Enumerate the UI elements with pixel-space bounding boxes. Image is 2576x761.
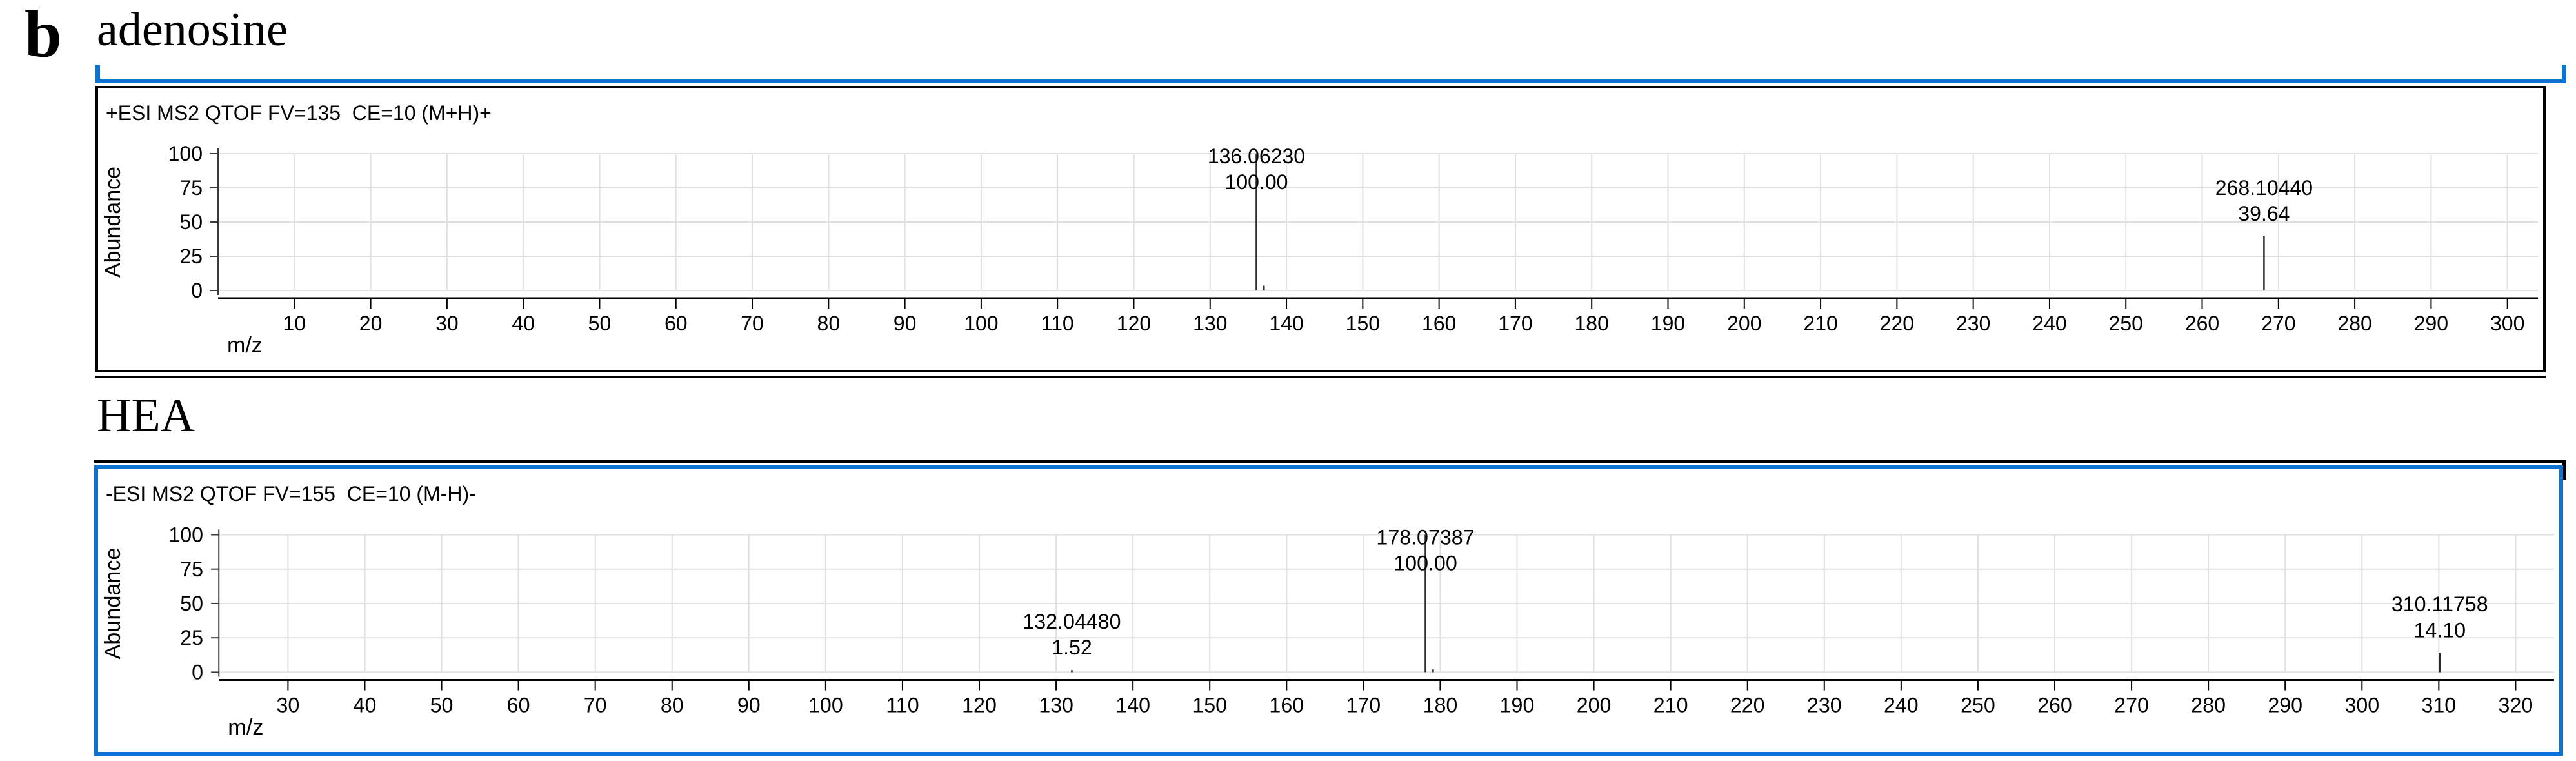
x-tick-label: 200 (1577, 694, 1612, 717)
peak-label: 132.04480 1.52 (1023, 610, 1121, 659)
panel-hea-black-top-edge (94, 460, 2566, 463)
x-tick-label: 230 (1956, 312, 1990, 335)
x-tick-label: 190 (1651, 312, 1685, 335)
x-tick-label: 170 (1346, 694, 1381, 717)
spectrum-panel-adenosine: +ESI MS2 QTOF FV=135 CE=10 (M+H)+ 0 25 50 7… (95, 86, 2546, 372)
spectrum-title-adenosine: adenosine (97, 3, 288, 56)
y-tick-label: 25 (179, 245, 203, 268)
x-tick-label: 10 (283, 312, 306, 335)
x-tick-label: 210 (1803, 312, 1837, 335)
x-tick-label: 220 (1880, 312, 1914, 335)
x-axis-title: m/z (227, 333, 263, 358)
x-tick-label: 70 (584, 694, 607, 717)
y-tick-label: 75 (179, 176, 203, 199)
x-tick-label: 270 (2114, 694, 2149, 717)
x-tick-label: 310 (2421, 694, 2456, 717)
panel-adenosine-double-rule (95, 376, 2546, 378)
y-tick-label: 75 (180, 558, 203, 581)
peak-label: 310.11758 14.10 (2391, 593, 2488, 642)
peak-label: 178.07387 100.00 (1376, 526, 1474, 575)
x-tick-label: 60 (664, 312, 688, 335)
x-tick-label: 280 (2337, 312, 2371, 335)
y-tick-label: 50 (180, 592, 203, 615)
x-tick-label: 170 (1498, 312, 1532, 335)
x-tick-label: 130 (1039, 694, 1073, 717)
x-tick-label: 160 (1422, 312, 1456, 335)
x-tick-label: 90 (894, 312, 917, 335)
panel-above-blue-box-left-nub (95, 65, 100, 83)
y-tick-label: 100 (168, 523, 203, 547)
x-tick-label: 100 (964, 312, 998, 335)
y-tick-label: 0 (191, 279, 203, 302)
peak-label: 136.06230 100.00 (1208, 145, 1305, 194)
x-tick-label: 120 (962, 694, 997, 717)
spectrum-header-adenosine: +ESI MS2 QTOF FV=135 CE=10 (M+H)+ (106, 101, 492, 125)
y-tick-label: 100 (168, 142, 203, 165)
x-tick-label: 280 (2191, 694, 2226, 717)
x-tick-label: 40 (512, 312, 535, 335)
x-tick-label: 150 (1192, 694, 1227, 717)
x-tick-label: 300 (2344, 694, 2379, 717)
x-tick-label: 30 (435, 312, 459, 335)
x-tick-label: 230 (1807, 694, 1842, 717)
x-tick-label: 240 (1884, 694, 1919, 717)
x-tick-label: 140 (1115, 694, 1150, 717)
x-tick-label: 50 (588, 312, 612, 335)
x-tick-label: 40 (354, 694, 377, 717)
x-tick-label: 260 (2037, 694, 2072, 717)
x-tick-label: 80 (661, 694, 684, 717)
x-tick-label: 160 (1269, 694, 1304, 717)
x-tick-label: 140 (1269, 312, 1303, 335)
x-tick-label: 270 (2261, 312, 2295, 335)
x-tick-label: 290 (2268, 694, 2302, 717)
x-tick-label: 180 (1423, 694, 1458, 717)
x-tick-label: 100 (808, 694, 843, 717)
x-tick-label: 130 (1193, 312, 1227, 335)
x-axis-title: m/z (228, 715, 263, 740)
x-tick-label: 80 (817, 312, 841, 335)
panel-above-blue-box-bottom-edge (95, 79, 2566, 83)
x-tick-label: 30 (276, 694, 299, 717)
spectrum-header-hea: -ESI MS2 QTOF FV=155 CE=10 (M-H)- (106, 482, 476, 505)
y-tick-label: 25 (180, 626, 203, 649)
x-tick-label: 240 (2032, 312, 2066, 335)
x-tick-label: 250 (2109, 312, 2143, 335)
x-tick-label: 60 (507, 694, 530, 717)
x-tick-label: 110 (1041, 312, 1074, 335)
x-tick-label: 290 (2414, 312, 2448, 335)
x-tick-label: 220 (1730, 694, 1765, 717)
x-tick-label: 110 (886, 694, 919, 717)
x-tick-label: 190 (1500, 694, 1535, 717)
hea-ms2-chart: 0 25 50 75 100 30 40 50 60 70 80 90 100 110 120 130 140 1… (101, 523, 2554, 740)
figure-letter: b (25, 0, 62, 71)
y-axis-title: Abundance (101, 548, 125, 660)
x-tick-label: 320 (2499, 694, 2533, 717)
x-tick-label: 70 (741, 312, 764, 335)
x-tick-label: 50 (430, 694, 454, 717)
panel-above-blue-box-right-nub (2562, 65, 2566, 83)
y-axis-title: Abundance (101, 167, 125, 278)
x-tick-label: 90 (737, 694, 761, 717)
spectrum-panel-hea: -ESI MS2 QTOF FV=155 CE=10 (M-H)- 0 25 50 7… (94, 465, 2563, 756)
y-tick-label: 50 (179, 210, 203, 234)
x-tick-label: 260 (2185, 312, 2219, 335)
adenosine-ms2-chart: 0 25 50 75 100 10 20 30 40 50 60 70 80 90 100 110 120 130… (101, 142, 2538, 358)
panel-hea-black-right-nub (2562, 460, 2566, 480)
y-tick-label: 0 (192, 661, 203, 684)
x-tick-label: 150 (1346, 312, 1380, 335)
x-tick-label: 120 (1117, 312, 1151, 335)
x-tick-label: 300 (2490, 312, 2524, 335)
x-tick-label: 180 (1575, 312, 1609, 335)
x-tick-label: 200 (1727, 312, 1761, 335)
peak-label: 268.10440 39.64 (2215, 176, 2313, 225)
x-tick-label: 250 (1961, 694, 1995, 717)
x-tick-label: 20 (359, 312, 383, 335)
x-tick-label: 210 (1653, 694, 1688, 717)
spectrum-title-hea: HEA (97, 389, 195, 442)
